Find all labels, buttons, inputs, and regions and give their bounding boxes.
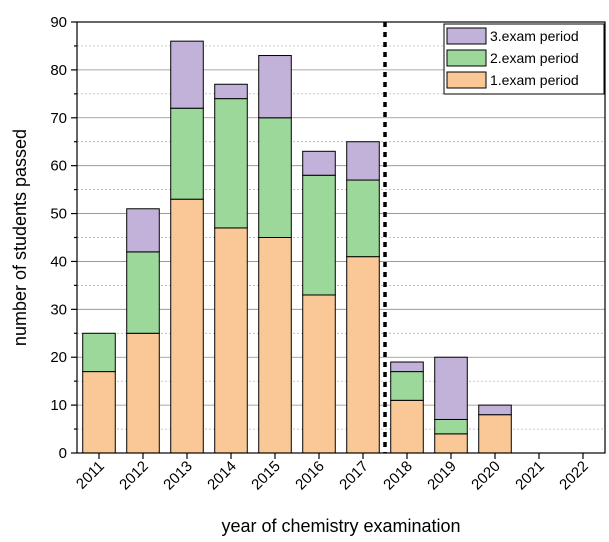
bar-2017-series-2 <box>346 179 380 258</box>
legend-swatch <box>446 27 487 45</box>
bar-2013-series-2 <box>170 107 204 200</box>
bar-2012-series-2 <box>126 251 160 334</box>
x-tick-label: 2011 <box>73 458 108 493</box>
bar-2012-series-1 <box>126 332 160 454</box>
grid-lines <box>77 45 605 430</box>
y-axis: 0 10 20 30 40 50 60 70 80 90 <box>50 14 77 462</box>
bar-2014-series-1 <box>214 227 248 454</box>
bar-2017-series-3 <box>346 141 380 181</box>
y-tick-label: 0 <box>59 445 67 462</box>
bar-2013-series-3 <box>170 40 204 109</box>
bar-2014-series-2 <box>214 98 248 229</box>
x-axis: 2011 2012 2013 2014 2015 2016 2017 2018 2019 2020… <box>73 453 592 493</box>
bar-2011-series-2 <box>82 332 116 373</box>
bar-2018-series-3 <box>390 361 424 373</box>
bar-2014-series-3 <box>214 83 248 100</box>
bar-2020-series-3 <box>478 404 512 416</box>
y-tick-label: 80 <box>50 62 67 79</box>
bar-2019-series-3 <box>434 356 468 420</box>
bar-2018-series-2 <box>390 371 424 401</box>
bars-layer <box>82 40 512 454</box>
y-tick-label: 40 <box>50 253 67 270</box>
x-tick-label: 2019 <box>424 458 460 494</box>
bar-2019-series-1 <box>434 433 468 454</box>
x-axis-title: year of chemistry examination <box>221 516 460 536</box>
bar-2012-series-3 <box>126 208 160 253</box>
y-tick-label: 10 <box>50 397 67 414</box>
legend-swatch <box>446 71 487 89</box>
y-tick-label: 90 <box>50 14 67 31</box>
x-tick-label: 2020 <box>468 458 504 494</box>
y-axis-title: number of students passed <box>10 129 30 346</box>
bar-2015-series-2 <box>258 117 292 238</box>
bar-2020-series-1 <box>478 414 512 454</box>
x-tick-label: 2015 <box>248 458 284 494</box>
bar-2018-series-1 <box>390 399 424 454</box>
y-tick-label: 50 <box>50 206 67 223</box>
y-tick-label: 70 <box>50 110 67 127</box>
bar-2015-series-3 <box>258 55 292 119</box>
x-tick-label: 2018 <box>380 458 416 494</box>
legend-label: 3.exam period <box>490 28 579 44</box>
bar-2011-series-1 <box>82 371 116 454</box>
y-tick-label: 30 <box>50 301 67 318</box>
x-tick-label: 2014 <box>204 458 240 494</box>
y-tick-label: 60 <box>50 158 67 175</box>
x-tick-label: 2013 <box>160 458 196 494</box>
bar-2016-series-1 <box>302 294 336 454</box>
x-tick-label: 2021 <box>512 458 548 494</box>
legend-label: 1.exam period <box>490 72 579 88</box>
x-tick-label: 2017 <box>336 458 372 494</box>
legend-label: 2.exam period <box>490 50 579 66</box>
bar-2013-series-1 <box>170 198 204 454</box>
legend-swatch <box>446 49 487 67</box>
bar-2019-series-2 <box>434 418 468 435</box>
bar-2016-series-3 <box>302 150 336 176</box>
bar-2017-series-1 <box>346 256 380 454</box>
x-tick-label: 2012 <box>116 458 152 494</box>
x-tick-label: 2016 <box>292 458 328 494</box>
x-tick-label: 2022 <box>556 458 592 494</box>
bar-2016-series-2 <box>302 174 336 296</box>
y-tick-label: 20 <box>50 349 67 366</box>
legend: 3.exam period 2.exam period 1.exam period <box>443 23 605 95</box>
bar-2015-series-1 <box>258 237 292 454</box>
